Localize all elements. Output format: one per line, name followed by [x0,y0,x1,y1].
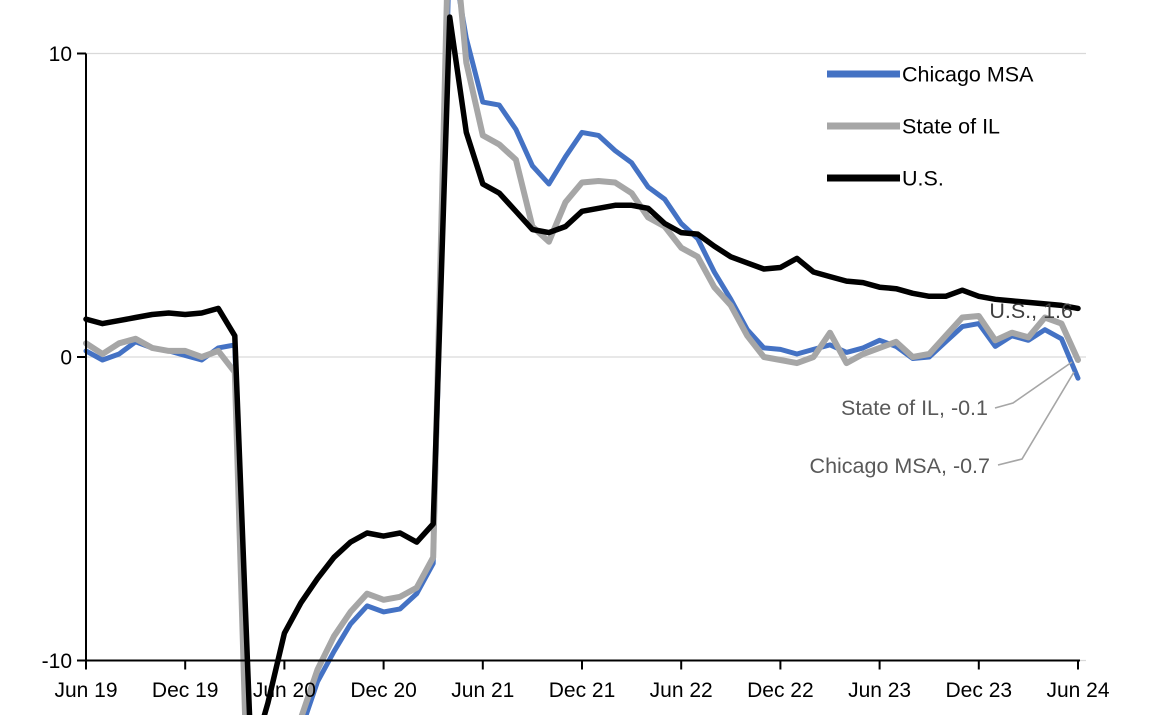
legend-label: State of IL [902,115,1000,139]
y-tick-label: 10 [49,43,72,66]
x-tick-label: Jun 24 [1046,679,1109,702]
x-tick-label: Dec 20 [350,679,417,702]
annotation-leader-line [997,371,1075,466]
x-tick-label: Dec 22 [747,679,814,702]
annotation-leader-line [994,361,1073,409]
series-line-state-of-il [83,0,1081,720]
y-tick-label: -10 [42,650,72,673]
series-end-label: U.S., 1.6 [989,299,1073,323]
legend-label: Chicago MSA [902,63,1034,87]
x-tick-label: Jun 23 [848,679,911,702]
x-tick-label: Jun 20 [253,679,316,702]
legend-item: Chicago MSA [827,63,1034,87]
y-tick-label: 0 [60,347,72,370]
x-tick-label: Jun 22 [650,679,713,702]
series-end-label: Chicago MSA, -0.7 [810,454,990,478]
series-line-u-s [83,14,1081,720]
x-tick-label: Jun 19 [54,679,117,702]
x-tick-label: Dec 21 [549,679,616,702]
series-end-label: State of IL, -0.1 [841,396,988,420]
legend-label: U.S. [902,167,944,191]
x-tick-label: Dec 19 [152,679,219,702]
x-tick-label: Jun 21 [451,679,514,702]
x-tick-label: Dec 23 [946,679,1013,702]
legend-item: State of IL [827,115,1000,139]
legend-item: U.S. [827,167,944,191]
